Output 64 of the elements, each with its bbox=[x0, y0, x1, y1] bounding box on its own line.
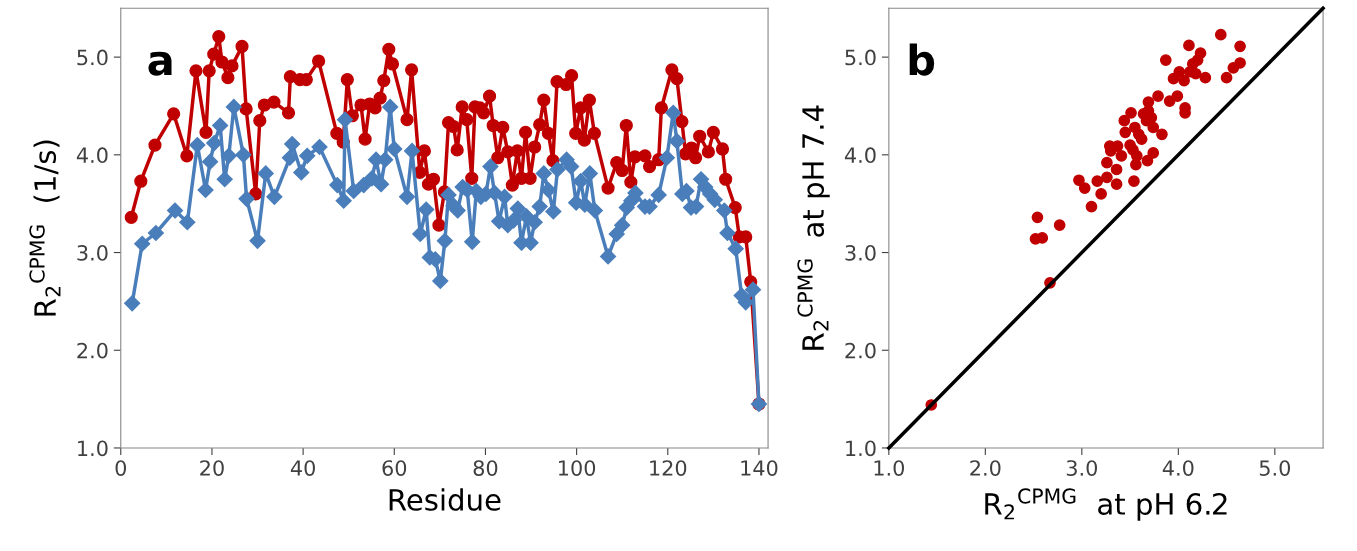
point bbox=[1178, 74, 1190, 87]
point bbox=[1078, 182, 1091, 194]
x-tick-label: 60 bbox=[382, 460, 407, 476]
y-tick-label: 2.0 bbox=[77, 342, 108, 359]
y-tick-label: 5.0 bbox=[845, 49, 876, 66]
point bbox=[1124, 139, 1136, 151]
point bbox=[1171, 90, 1184, 103]
y-axis-title: R$_{2}$$^{CPMG}$ at pH 7.4 bbox=[797, 105, 830, 350]
point bbox=[1119, 126, 1132, 139]
x-tick-label: 0 bbox=[115, 460, 127, 476]
point bbox=[1110, 178, 1123, 190]
x-tick-label: 20 bbox=[200, 460, 224, 476]
y-tick-label: 1.0 bbox=[846, 440, 876, 457]
x-tick-label: 3.0 bbox=[1066, 460, 1098, 476]
y-tick-label: 5.0 bbox=[77, 49, 108, 66]
point bbox=[1152, 90, 1164, 103]
y-tick-label: 4.0 bbox=[844, 147, 876, 164]
point bbox=[1156, 128, 1168, 141]
annotation: b bbox=[909, 43, 935, 76]
point bbox=[1128, 175, 1140, 188]
x-tick-label: 140 bbox=[741, 460, 778, 476]
x-tick-label: 1.0 bbox=[874, 460, 905, 476]
x-tick-label: 40 bbox=[290, 460, 315, 476]
x-tick-label: 4.0 bbox=[1162, 460, 1194, 476]
point bbox=[1199, 71, 1212, 84]
point bbox=[1147, 147, 1160, 159]
point bbox=[1132, 128, 1145, 141]
y-tick-label: 2.0 bbox=[845, 342, 876, 359]
point bbox=[1163, 95, 1176, 107]
x-tick-label: 120 bbox=[650, 460, 687, 476]
point bbox=[1118, 114, 1131, 127]
point bbox=[1147, 121, 1160, 134]
point bbox=[1095, 188, 1107, 200]
point bbox=[1214, 28, 1227, 41]
point bbox=[1234, 40, 1246, 53]
point bbox=[1115, 149, 1128, 162]
point bbox=[1101, 156, 1113, 169]
point bbox=[1101, 171, 1113, 184]
x-tick-label: 100 bbox=[559, 460, 596, 476]
point bbox=[1159, 54, 1172, 66]
y-tick-label: 1.0 bbox=[78, 440, 108, 457]
point bbox=[1053, 219, 1066, 232]
point bbox=[1085, 200, 1098, 213]
point bbox=[1091, 175, 1104, 188]
point bbox=[1073, 174, 1085, 187]
y-axis-title: R$_{2}$$^{CPMG}$ (1/s) bbox=[29, 140, 61, 316]
y-tick-label: 4.0 bbox=[76, 147, 108, 164]
annotation: a bbox=[148, 51, 172, 76]
point bbox=[1130, 149, 1143, 162]
x-tick-label: 5.0 bbox=[1259, 460, 1291, 476]
point bbox=[1110, 163, 1123, 176]
point bbox=[1183, 39, 1195, 52]
point bbox=[1220, 71, 1233, 84]
point bbox=[1191, 54, 1204, 66]
y-tick-label: 3.0 bbox=[845, 244, 876, 261]
x-tick-label: 80 bbox=[473, 460, 498, 476]
x-axis-title: Residue bbox=[389, 488, 501, 511]
point bbox=[1227, 62, 1240, 74]
point bbox=[1031, 211, 1044, 224]
x-tick-label: 2.0 bbox=[970, 460, 1001, 476]
point bbox=[1141, 154, 1154, 167]
x-axis-title: R$_{2}$$^{CPMG}$ at pH 6.2 bbox=[985, 488, 1227, 521]
point bbox=[1125, 106, 1137, 119]
y-tick-label: 3.0 bbox=[77, 244, 108, 261]
